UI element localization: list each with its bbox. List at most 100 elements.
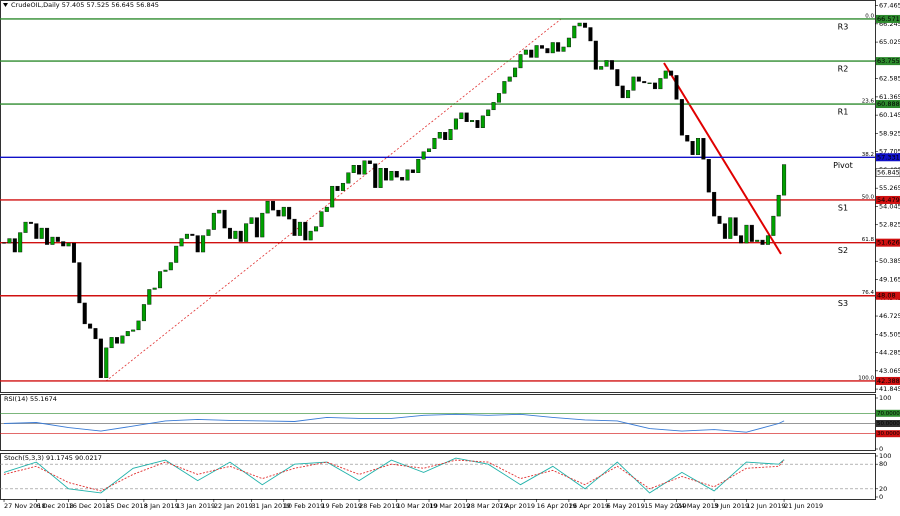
y-tick-label: 49.165 xyxy=(879,276,900,284)
y-tick-label: 57.705 xyxy=(879,148,900,156)
chart-title: CrudeOIL,Daily 57.405 57.525 56.645 56.8… xyxy=(11,1,159,9)
candle xyxy=(410,169,415,173)
candle xyxy=(696,138,701,155)
level-label: 70.0000 xyxy=(877,411,900,417)
candle xyxy=(222,209,227,229)
candle xyxy=(88,323,93,329)
candle xyxy=(486,109,491,117)
level-name: S2 xyxy=(838,246,848,255)
candle xyxy=(389,171,394,181)
candle xyxy=(260,212,265,238)
candle xyxy=(201,235,206,253)
stoch-title: Stoch(5,3,3) 91.1745 90.0217 xyxy=(4,454,102,462)
candle xyxy=(12,238,17,253)
candle xyxy=(238,230,243,242)
fib-label: 76.4 xyxy=(862,290,875,296)
candle xyxy=(303,221,308,241)
y-tick-label: 0 xyxy=(879,493,883,501)
fib-label: 38.2 xyxy=(862,152,874,158)
x-tick-label: 28 Feb 2019 xyxy=(359,502,399,510)
level-price-box xyxy=(876,153,900,162)
candle xyxy=(383,168,388,181)
candle xyxy=(561,46,566,52)
candle xyxy=(400,176,405,181)
trend-line xyxy=(663,62,782,255)
candle xyxy=(195,235,200,253)
candle xyxy=(539,45,544,49)
y-tick-label: 45.505 xyxy=(879,330,900,338)
candle xyxy=(104,347,109,378)
candle xyxy=(152,287,157,290)
indicator-line xyxy=(3,413,785,433)
level-box xyxy=(876,420,900,427)
candle xyxy=(470,120,475,123)
fib-line xyxy=(105,18,562,382)
level-price-box xyxy=(876,100,900,109)
candle xyxy=(367,160,372,164)
candle xyxy=(147,289,152,305)
title-icon xyxy=(3,3,8,7)
candle xyxy=(566,37,571,48)
candle xyxy=(131,329,136,332)
level-price-box xyxy=(876,238,900,247)
candle xyxy=(572,25,577,39)
fib-label: 100.0 xyxy=(858,375,874,381)
candle xyxy=(626,90,631,99)
x-tick-label: 10 Feb 2019 xyxy=(284,502,324,510)
candle xyxy=(739,235,744,244)
candle xyxy=(206,229,211,236)
candle xyxy=(448,129,453,140)
candle xyxy=(760,239,765,245)
level-price-box xyxy=(876,57,900,66)
candle xyxy=(217,209,222,214)
candle xyxy=(690,141,695,155)
candle xyxy=(652,82,657,90)
candle xyxy=(211,212,216,230)
level-price-box xyxy=(876,291,900,300)
candle xyxy=(491,102,496,111)
y-tick-label: 65.025 xyxy=(879,38,900,46)
candle xyxy=(71,242,76,263)
rsi-panel xyxy=(0,394,876,451)
candle xyxy=(249,217,254,224)
candle xyxy=(281,206,286,217)
y-tick-label: 58.925 xyxy=(879,129,900,137)
candle xyxy=(163,269,168,272)
last-price: 56.845 xyxy=(877,169,900,177)
x-tick-label: 12 Jun 2019 xyxy=(746,502,785,510)
candle xyxy=(319,211,324,227)
candle xyxy=(518,54,523,69)
candle xyxy=(647,82,652,84)
candle xyxy=(765,235,770,245)
candle xyxy=(190,233,195,236)
candle xyxy=(545,48,550,54)
candle xyxy=(115,337,120,344)
candle xyxy=(755,239,760,242)
candle xyxy=(620,85,625,99)
level-price: 48.08 xyxy=(877,292,896,300)
level-name: S3 xyxy=(838,299,848,308)
candle xyxy=(513,67,518,78)
candle xyxy=(93,328,98,340)
candle xyxy=(771,215,776,236)
x-tick-label: 19 Feb 2019 xyxy=(321,502,361,510)
candle xyxy=(314,226,319,232)
x-tick-label: 3 Jan 2019 xyxy=(144,502,179,510)
candle xyxy=(77,262,82,304)
y-tick-label: 20 xyxy=(879,485,887,493)
candle xyxy=(394,171,399,178)
candle xyxy=(593,40,598,70)
y-tick-label: 0 xyxy=(879,445,883,453)
candle xyxy=(437,132,442,139)
level-box xyxy=(876,430,900,438)
candle xyxy=(728,217,733,239)
y-tick-label: 43.065 xyxy=(879,367,900,375)
y-tick-label: 100 xyxy=(879,452,891,460)
x-tick-label: 28 Mar 2019 xyxy=(467,502,508,510)
candle xyxy=(324,206,329,212)
candle xyxy=(174,245,179,263)
candle xyxy=(18,232,23,253)
candle xyxy=(184,233,189,239)
candle xyxy=(744,224,749,244)
candle xyxy=(706,159,711,193)
